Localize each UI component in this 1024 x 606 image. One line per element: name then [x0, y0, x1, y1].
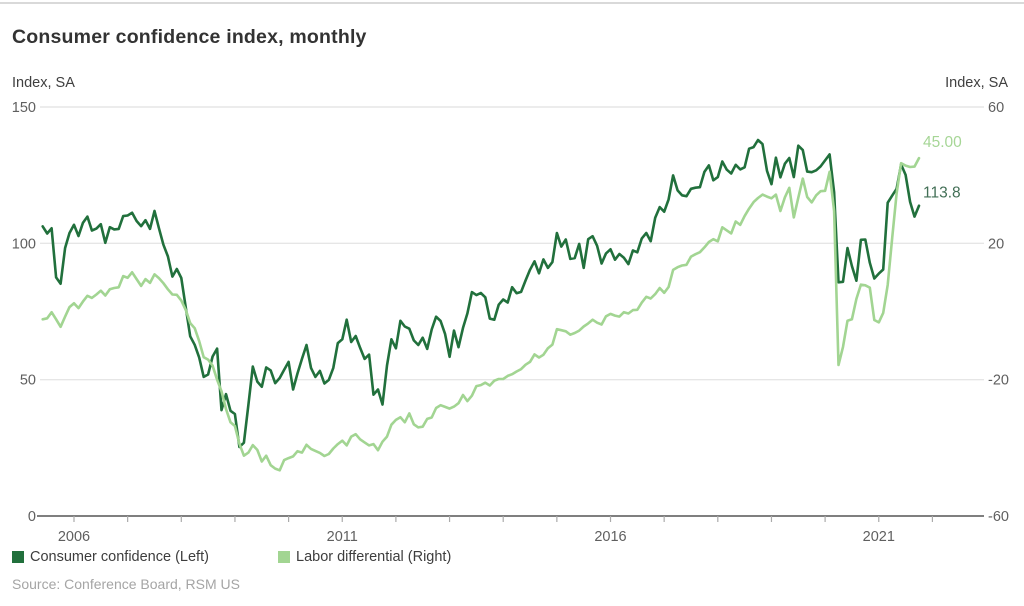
right-axis-tick-label: 20 — [988, 236, 1004, 252]
left-axis-tick-label: 50 — [20, 373, 36, 389]
right-axis-caption: Index, SA — [945, 75, 1008, 91]
legend-label: Consumer confidence (Left) — [30, 549, 209, 565]
x-axis-year-label: 2016 — [594, 529, 626, 545]
consumer-confidence-swatch — [12, 551, 24, 563]
top-border — [0, 2, 1024, 4]
legend-item-labor-differential[interactable]: Labor differential (Right) — [278, 549, 451, 565]
consumer-confidence-value-label: 113.8 — [923, 185, 961, 202]
x-axis-year-label: 2021 — [863, 529, 895, 545]
left-axis-caption: Index, SA — [12, 75, 75, 91]
series-line-labor-differential[interactable] — [41, 156, 921, 472]
right-axis-tick-label: 60 — [988, 100, 1004, 116]
legend-label: Labor differential (Right) — [296, 549, 452, 565]
legend-item-consumer-confidence[interactable]: Consumer confidence (Left) — [12, 549, 209, 565]
source-attribution: Source: Conference Board, RSM US — [12, 576, 240, 592]
left-axis-tick-label: 100 — [12, 236, 36, 252]
left-axis-tick-label: 0 — [28, 509, 36, 525]
series-line-consumer-confidence[interactable] — [41, 138, 921, 449]
x-axis-year-label: 2006 — [58, 529, 90, 545]
labor-differential-swatch — [278, 551, 290, 563]
chart-title: Consumer confidence index, monthly — [12, 26, 367, 48]
right-axis-tick-label: -60 — [988, 509, 1009, 525]
labor-differential-value-label: 45.00 — [923, 134, 962, 151]
left-axis-tick-label: 150 — [12, 100, 36, 116]
right-axis-tick-label: -20 — [988, 373, 1009, 389]
x-axis-year-label: 2011 — [327, 529, 358, 545]
